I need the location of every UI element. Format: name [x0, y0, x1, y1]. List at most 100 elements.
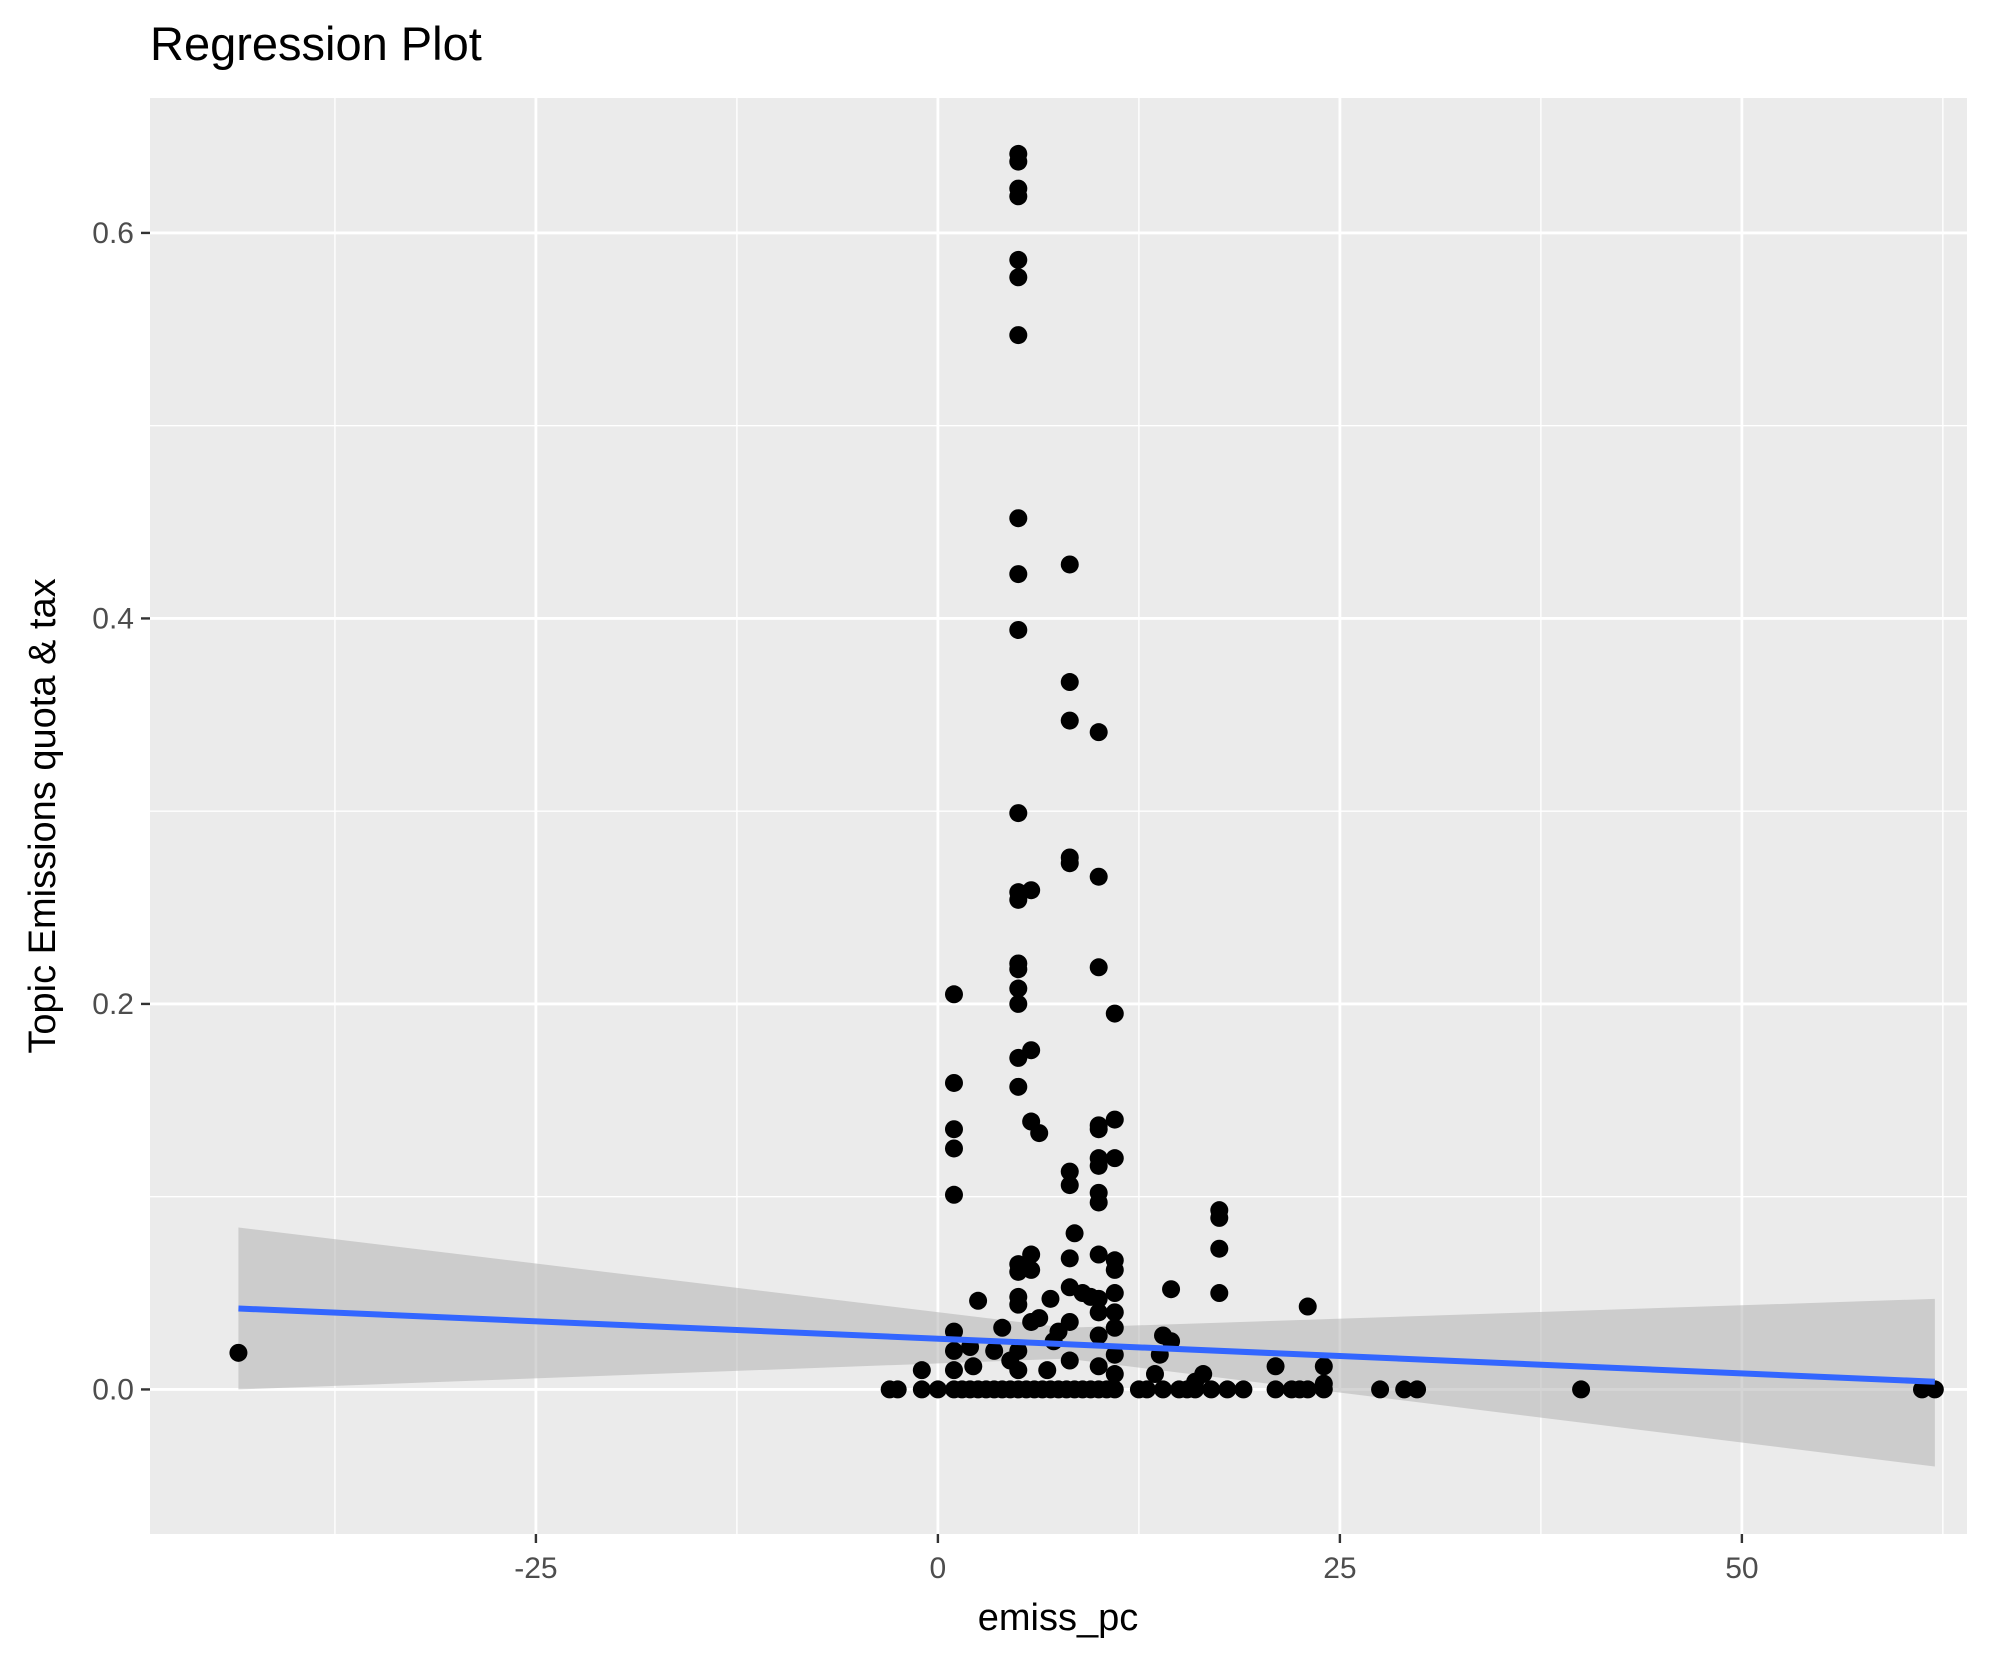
- data-point: [1202, 1380, 1221, 1399]
- y-tick-label: 0.4: [92, 602, 134, 635]
- x-tick-label: -25: [514, 1552, 557, 1585]
- data-point: [969, 1291, 988, 1310]
- regression-line: [238, 1305, 1935, 1385]
- data-point: [1371, 1380, 1390, 1399]
- data-point: [1408, 1380, 1427, 1399]
- data-point: [1298, 1380, 1317, 1399]
- data-point: [944, 1120, 963, 1139]
- scatter-points: [229, 144, 1944, 1399]
- data-point: [1022, 881, 1041, 900]
- data-point: [1022, 1245, 1041, 1264]
- data-point: [1266, 1380, 1285, 1399]
- data-point: [1210, 1284, 1229, 1303]
- data-point: [1154, 1380, 1173, 1399]
- y-axis-title: Topic Emissions quota & tax: [22, 578, 64, 1053]
- data-point: [888, 1380, 907, 1399]
- data-point: [993, 1318, 1012, 1337]
- x-tick-label: 0: [930, 1552, 947, 1585]
- data-point: [1009, 979, 1028, 998]
- y-tick-label: 0.2: [92, 988, 134, 1021]
- data-point: [1089, 1357, 1108, 1376]
- data-point: [1210, 1239, 1229, 1258]
- data-point: [944, 1322, 963, 1341]
- data-point: [1105, 1284, 1124, 1303]
- data-point: [985, 1341, 1004, 1360]
- data-point: [944, 1139, 963, 1158]
- data-point: [1089, 1326, 1108, 1345]
- y-tick-label: 0.0: [92, 1373, 134, 1406]
- data-point: [1105, 1260, 1124, 1279]
- data-point: [1060, 1162, 1079, 1181]
- data-point: [1105, 1149, 1124, 1168]
- data-point: [1089, 958, 1108, 977]
- data-point: [1395, 1380, 1414, 1399]
- data-point: [1105, 1004, 1124, 1023]
- data-point: [1572, 1380, 1591, 1399]
- data-point: [1089, 867, 1108, 886]
- data-point: [1105, 1303, 1124, 1322]
- x-tick-label: 50: [1725, 1552, 1758, 1585]
- data-point: [1162, 1280, 1181, 1299]
- data-point: [964, 1357, 983, 1376]
- data-point: [1137, 1380, 1156, 1399]
- data-point: [1041, 1289, 1060, 1308]
- data-point: [1009, 250, 1028, 269]
- data-point: [1105, 1380, 1124, 1399]
- x-axis-title: emiss_pc: [978, 1597, 1139, 1639]
- data-point: [1022, 1260, 1041, 1279]
- data-point: [1009, 187, 1028, 206]
- data-point: [1060, 673, 1079, 692]
- data-point: [1009, 890, 1028, 909]
- data-point: [1009, 994, 1028, 1013]
- data-point: [1105, 1110, 1124, 1129]
- data-point: [1065, 1224, 1084, 1243]
- data-point: [944, 1185, 963, 1204]
- data-point: [1009, 1295, 1028, 1314]
- data-point: [1912, 1380, 1931, 1399]
- data-point: [944, 1341, 963, 1360]
- data-point: [1009, 804, 1028, 823]
- data-point: [1001, 1351, 1020, 1370]
- data-point: [944, 1073, 963, 1092]
- data-point: [1022, 1041, 1041, 1060]
- data-point: [1089, 1120, 1108, 1139]
- data-point: [1218, 1380, 1237, 1399]
- data-point: [1009, 152, 1028, 171]
- data-point: [1210, 1208, 1229, 1227]
- data-point: [1089, 1193, 1108, 1212]
- data-point: [928, 1380, 947, 1399]
- data-point: [912, 1380, 931, 1399]
- data-point: [1081, 1287, 1100, 1306]
- data-point: [1060, 1176, 1079, 1195]
- data-point: [1009, 960, 1028, 979]
- data-point: [1060, 1249, 1079, 1268]
- data-point: [912, 1361, 931, 1380]
- gridlines: [150, 98, 1967, 1534]
- data-point: [944, 985, 963, 1004]
- data-point: [1009, 565, 1028, 584]
- data-point: [1060, 854, 1079, 873]
- fit-line: [238, 1305, 1935, 1385]
- data-point: [1038, 1361, 1057, 1380]
- x-tick-label: 25: [1323, 1552, 1356, 1585]
- data-point: [1186, 1380, 1205, 1399]
- data-point: [1314, 1380, 1333, 1399]
- data-point: [1089, 1303, 1108, 1322]
- data-point: [1105, 1318, 1124, 1337]
- data-point: [229, 1343, 248, 1362]
- data-point: [1009, 268, 1028, 287]
- data-point: [1089, 1156, 1108, 1175]
- data-point: [1089, 723, 1108, 742]
- data-point: [1105, 1345, 1124, 1364]
- data-point: [1105, 1365, 1124, 1384]
- data-point: [1266, 1357, 1285, 1376]
- data-point: [1234, 1380, 1253, 1399]
- data-point: [1145, 1365, 1164, 1384]
- y-tick-label: 0.6: [92, 217, 134, 250]
- y-axis: 0.0 0.2 0.4 0.6: [92, 217, 150, 1406]
- data-point: [944, 1361, 963, 1380]
- chart-title: Regression Plot: [150, 17, 482, 70]
- data-point: [1298, 1297, 1317, 1316]
- data-point: [1314, 1357, 1333, 1376]
